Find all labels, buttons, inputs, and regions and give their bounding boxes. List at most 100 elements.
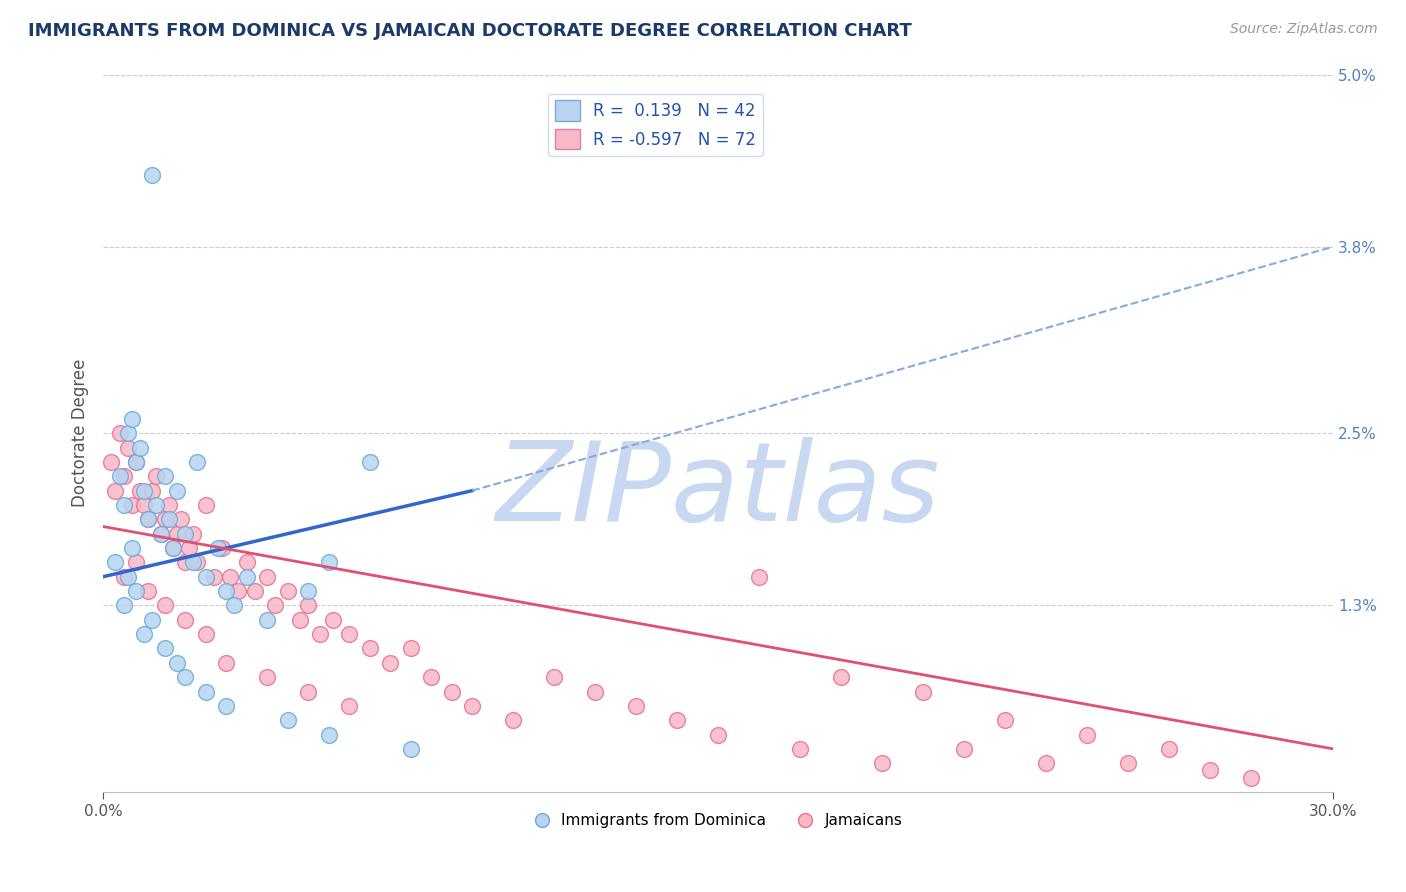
Point <box>112 599 135 613</box>
Point <box>543 670 565 684</box>
Point <box>104 555 127 569</box>
Point <box>112 469 135 483</box>
Point <box>174 670 197 684</box>
Point <box>1035 756 1057 771</box>
Point <box>125 455 148 469</box>
Point <box>117 441 139 455</box>
Point <box>194 684 217 698</box>
Point <box>141 483 163 498</box>
Point <box>166 483 188 498</box>
Point <box>211 541 233 555</box>
Point <box>174 613 197 627</box>
Point <box>134 498 156 512</box>
Point <box>359 455 381 469</box>
Point <box>243 584 266 599</box>
Point <box>121 541 143 555</box>
Point <box>141 613 163 627</box>
Point <box>378 656 401 670</box>
Text: Source: ZipAtlas.com: Source: ZipAtlas.com <box>1230 22 1378 37</box>
Point <box>121 412 143 426</box>
Point <box>707 728 730 742</box>
Point <box>235 570 257 584</box>
Point <box>224 599 246 613</box>
Point <box>100 455 122 469</box>
Point <box>748 570 770 584</box>
Point <box>129 483 152 498</box>
Point <box>136 584 159 599</box>
Point <box>337 627 360 641</box>
Point <box>153 641 176 656</box>
Point <box>288 613 311 627</box>
Point <box>1240 771 1263 785</box>
Point <box>162 541 184 555</box>
Point <box>129 441 152 455</box>
Point <box>359 641 381 656</box>
Point <box>125 584 148 599</box>
Point <box>134 483 156 498</box>
Text: IMMIGRANTS FROM DOMINICA VS JAMAICAN DOCTORATE DEGREE CORRELATION CHART: IMMIGRANTS FROM DOMINICA VS JAMAICAN DOC… <box>28 22 912 40</box>
Point <box>145 498 167 512</box>
Point <box>183 526 205 541</box>
Point <box>420 670 443 684</box>
Point <box>830 670 852 684</box>
Point <box>194 627 217 641</box>
Point <box>112 498 135 512</box>
Point <box>215 698 238 713</box>
Y-axis label: Doctorate Degree: Doctorate Degree <box>72 359 89 508</box>
Point <box>136 512 159 526</box>
Point <box>179 541 201 555</box>
Text: ZIPatlas: ZIPatlas <box>496 437 941 544</box>
Point <box>149 526 172 541</box>
Point <box>145 469 167 483</box>
Point <box>1159 742 1181 756</box>
Point <box>264 599 287 613</box>
Point <box>153 469 176 483</box>
Point <box>121 498 143 512</box>
Point <box>117 570 139 584</box>
Point <box>194 498 217 512</box>
Point <box>994 713 1017 727</box>
Point <box>186 555 208 569</box>
Point <box>256 670 278 684</box>
Point <box>502 713 524 727</box>
Point <box>174 555 197 569</box>
Legend: Immigrants from Dominica, Jamaicans: Immigrants from Dominica, Jamaicans <box>527 807 908 835</box>
Point <box>318 555 340 569</box>
Point <box>108 469 131 483</box>
Point <box>870 756 893 771</box>
Point <box>318 728 340 742</box>
Point <box>170 512 193 526</box>
Point <box>228 584 250 599</box>
Point <box>215 584 238 599</box>
Point <box>117 426 139 441</box>
Point <box>789 742 811 756</box>
Point <box>219 570 242 584</box>
Point <box>256 613 278 627</box>
Point <box>112 570 135 584</box>
Point <box>583 684 606 698</box>
Point <box>136 512 159 526</box>
Point <box>440 684 463 698</box>
Point <box>322 613 344 627</box>
Point <box>1076 728 1098 742</box>
Point <box>624 698 647 713</box>
Point <box>149 526 172 541</box>
Point <box>183 555 205 569</box>
Point <box>186 455 208 469</box>
Point <box>134 627 156 641</box>
Point <box>297 599 319 613</box>
Point <box>399 742 422 756</box>
Point <box>162 541 184 555</box>
Point <box>157 512 180 526</box>
Point <box>166 526 188 541</box>
Point <box>953 742 976 756</box>
Point <box>207 541 229 555</box>
Point <box>912 684 935 698</box>
Point <box>297 584 319 599</box>
Point <box>153 599 176 613</box>
Point <box>277 713 299 727</box>
Point <box>337 698 360 713</box>
Point <box>141 168 163 182</box>
Point <box>108 426 131 441</box>
Point <box>399 641 422 656</box>
